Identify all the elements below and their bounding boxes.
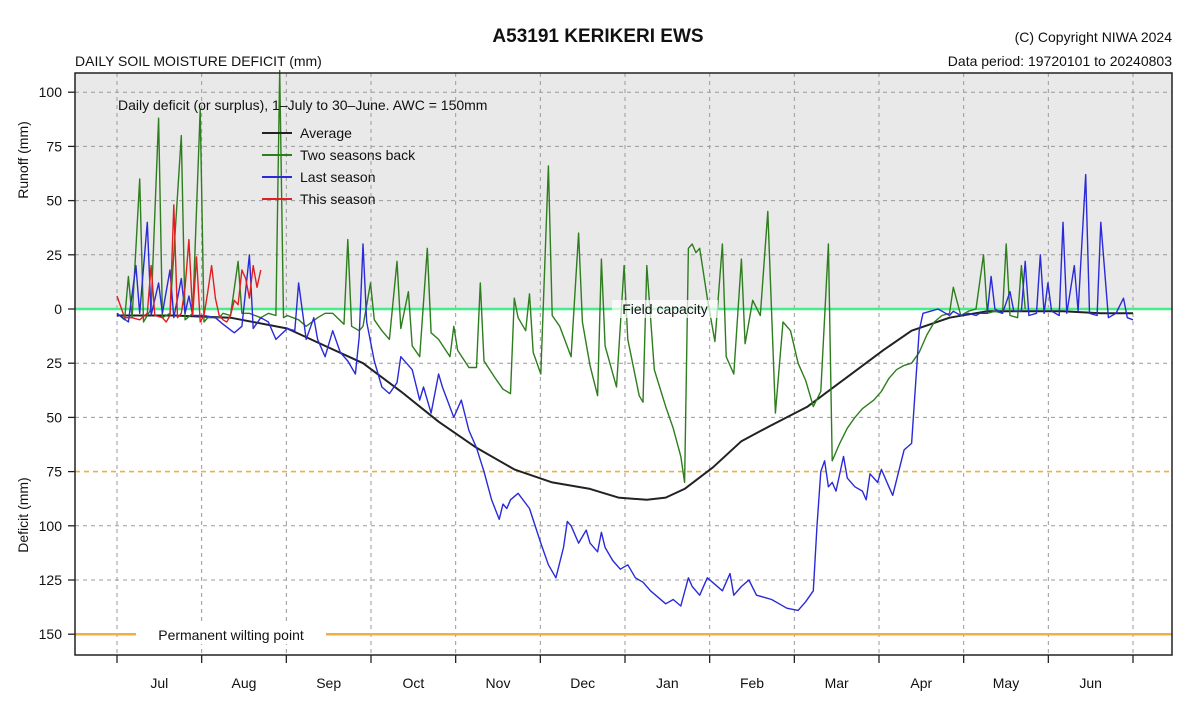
series-layer	[116, 69, 1134, 612]
legend-label: Average	[300, 125, 352, 141]
x-tick-label: Mar	[825, 675, 849, 691]
x-tick-label: Jul	[150, 675, 168, 691]
y-tick-label: 100	[39, 518, 63, 534]
y-tick-label: 125	[39, 572, 63, 588]
series-line-last-season	[116, 173, 1134, 612]
vertical-gridlines	[116, 73, 1134, 655]
y-label-deficit: Deficit (mm)	[15, 477, 31, 552]
x-tick-label: Aug	[232, 675, 257, 691]
y-tick-label: 150	[39, 626, 63, 642]
chart-title: A53191 KERIKERI EWS	[492, 26, 703, 47]
x-tick-label: Nov	[486, 675, 511, 691]
chart-subtitle: DAILY SOIL MOISTURE DEFICIT (mm)	[75, 53, 322, 69]
series-line-this-season	[116, 204, 262, 323]
copyright-text: (C) Copyright NIWA 2024	[1015, 29, 1173, 45]
data-period-text: Data period: 19720101 to 20240803	[948, 53, 1172, 69]
deficit-zone	[75, 309, 1172, 655]
x-tick-label: May	[993, 675, 1019, 691]
field-capacity-label: Field capacity	[622, 301, 708, 317]
plot-area	[75, 73, 1172, 655]
legend-label: Last season	[300, 169, 376, 185]
x-tick-label: Oct	[402, 675, 424, 691]
y-tick-label: 0	[54, 301, 62, 317]
y-tick-label: 100	[39, 84, 63, 100]
x-tick-label: Apr	[910, 675, 932, 691]
y-axis: 100 75 50 25 0 25 50 75 100 125 150	[39, 84, 75, 642]
legend-title: Daily deficit (or surplus), 1–July to 30…	[118, 97, 487, 113]
wilting-point-label: Permanent wilting point	[158, 627, 304, 643]
x-tick-label: Sep	[316, 675, 341, 691]
y-tick-label: 25	[46, 247, 62, 263]
series-line-two-seasons-back	[116, 69, 1026, 484]
x-tick-label: Feb	[740, 675, 764, 691]
x-axis: Jul Aug Sep Oct Nov Dec Jan Feb Mar Apr May Jun	[116, 655, 1134, 691]
y-tick-label: 75	[46, 464, 62, 480]
y-tick-label: 75	[46, 138, 62, 154]
y-label-runoff: Runoff (mm)	[15, 121, 31, 199]
legend-label: This season	[300, 191, 375, 207]
legend: Daily deficit (or surplus), 1–July to 30…	[118, 97, 487, 207]
x-tick-label: Jun	[1079, 675, 1102, 691]
plot-border	[74, 72, 1173, 656]
horizontal-gridlines	[75, 91, 1172, 581]
y-tick-label: 25	[46, 355, 62, 371]
y-tick-label: 50	[46, 409, 62, 425]
legend-label: Two seasons back	[300, 147, 416, 163]
legend-items: Average Two seasons back Last season This s…	[262, 125, 416, 207]
y-tick-label: 50	[46, 193, 62, 209]
field-capacity-label-bg	[612, 300, 718, 318]
x-tick-label: Dec	[570, 675, 595, 691]
wilting-point-label-bg	[136, 624, 326, 644]
x-tick-label: Jan	[656, 675, 679, 691]
